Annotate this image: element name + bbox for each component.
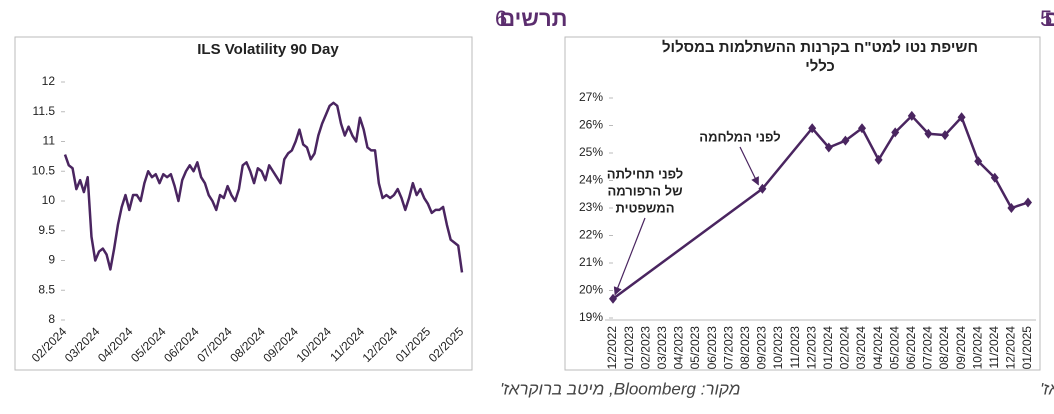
marker [841, 135, 850, 146]
x-tick-label: 06/2024 [161, 324, 202, 365]
x-tick-label: 06/2023 [705, 326, 719, 370]
y-tick-label: 21% [579, 255, 603, 269]
annotation-arrow [613, 217, 646, 296]
y-tick-label: 11.5 [33, 104, 56, 118]
x-tick-label: 02/2024 [29, 324, 70, 365]
annotation-arrow [739, 146, 759, 186]
y-tick-label: 20% [579, 283, 603, 297]
marker [758, 183, 767, 194]
y-tick-label: 24% [579, 173, 603, 187]
chart-title: כללי [805, 58, 835, 75]
x-tick-label: 01/2025 [393, 324, 434, 365]
y-tick-label: 8 [48, 312, 55, 326]
x-tick-label: 05/2024 [887, 326, 901, 370]
x-tick-label: 03/2024 [62, 324, 103, 365]
figure-header: תרשים5 [1040, 6, 1054, 31]
x-tick-label: 07/2024 [921, 326, 935, 370]
x-tick-label: 10/2024 [293, 324, 334, 365]
x-tick-label: 11/2024 [327, 324, 367, 364]
figure-label: תרשים [499, 6, 567, 31]
marker [1007, 203, 1016, 213]
marker [907, 110, 916, 121]
marker [874, 154, 883, 165]
y-tick-label: 19% [579, 310, 603, 324]
x-tick-label: 11/2024 [987, 326, 1001, 369]
x-tick-label: 03/2024 [854, 326, 868, 370]
figure-label: תרשים [1044, 6, 1054, 31]
x-tick-label: 08/2024 [227, 324, 268, 365]
annotation: של הרפורמה [607, 183, 682, 198]
x-tick-label: 02/2025 [426, 324, 467, 365]
y-tick-label: 12 [42, 74, 56, 88]
y-tick-label: 8.5 [38, 282, 55, 296]
x-tick-label: 09/2023 [755, 326, 769, 370]
figure-number: 5 [1040, 6, 1052, 31]
marker [957, 112, 966, 123]
y-tick-label: 9.5 [38, 223, 55, 237]
x-tick-label: 12/2024 [360, 324, 401, 365]
x-tick-label: 10/2024 [970, 326, 984, 370]
x-tick-label: 12/2024 [1004, 326, 1018, 370]
chart-frame [14, 36, 473, 371]
x-tick-label: 07/2024 [194, 324, 235, 365]
y-tick-label: 26% [579, 118, 603, 132]
x-tick-label: 09/2024 [260, 324, 301, 365]
x-tick-label: 06/2024 [904, 326, 918, 370]
x-tick-label: 02/2023 [638, 326, 652, 370]
x-tick-label: 04/2023 [672, 326, 686, 370]
x-tick-label: 04/2024 [95, 324, 136, 365]
x-tick-label: 12/2023 [804, 326, 818, 370]
source: מקור: Bloomberg, מיטב ברוקראז' [500, 379, 740, 398]
x-tick-label: 05/2023 [688, 326, 702, 370]
x-tick-label: 09/2024 [954, 326, 968, 370]
x-tick-label: 10/2023 [771, 326, 785, 370]
figure-header: תרשים6 [495, 6, 567, 31]
x-tick-label: 01/2025 [1020, 326, 1034, 370]
x-tick-label: 01/2024 [821, 326, 835, 370]
x-tick-label: 07/2023 [721, 326, 735, 370]
marker [858, 123, 866, 134]
x-tick-label: 02/2024 [838, 326, 852, 370]
marker [824, 142, 833, 153]
marker [609, 293, 617, 304]
chart-title: חשיפת נטו למט"ח בקרנות ההשתלמות במסלול [662, 39, 978, 56]
marker [990, 172, 999, 183]
chart-frame [564, 36, 1041, 371]
y-tick-label: 27% [579, 90, 603, 104]
y-tick-label: 10 [42, 193, 56, 207]
x-tick-label: 08/2024 [937, 326, 951, 370]
x-tick-label: 12/2022 [605, 326, 619, 370]
x-tick-label: 11/2023 [788, 326, 802, 369]
line [63, 101, 464, 273]
marker [974, 156, 983, 167]
x-tick-label: 03/2023 [655, 326, 669, 370]
annotation: לפני המלחמה [699, 129, 780, 144]
annotation: המשפטית [616, 200, 675, 215]
x-tick-label: 01/2023 [622, 326, 636, 370]
x-tick-label: 04/2024 [871, 326, 885, 370]
marker [891, 127, 900, 138]
source: מקור: משרד האוצר, מיטב ברוקראז' [1040, 379, 1054, 398]
chart-title: ILS Volatility 90 Day [197, 41, 339, 58]
x-tick-label: 05/2024 [128, 324, 169, 365]
y-tick-label: 23% [579, 200, 603, 214]
x-tick-label: 08/2023 [738, 326, 752, 370]
y-tick-label: 11 [43, 134, 56, 148]
y-tick-label: 22% [579, 228, 603, 242]
y-tick-label: 9 [48, 253, 55, 267]
figure-number: 6 [495, 6, 507, 31]
annotation: לפני תחילתה [607, 166, 683, 181]
y-tick-label: 10.5 [32, 163, 56, 177]
y-tick-label: 25% [579, 145, 603, 159]
line [612, 114, 1029, 300]
marker [941, 130, 949, 141]
marker [1024, 197, 1032, 208]
marker [924, 128, 933, 139]
marker [808, 123, 817, 134]
